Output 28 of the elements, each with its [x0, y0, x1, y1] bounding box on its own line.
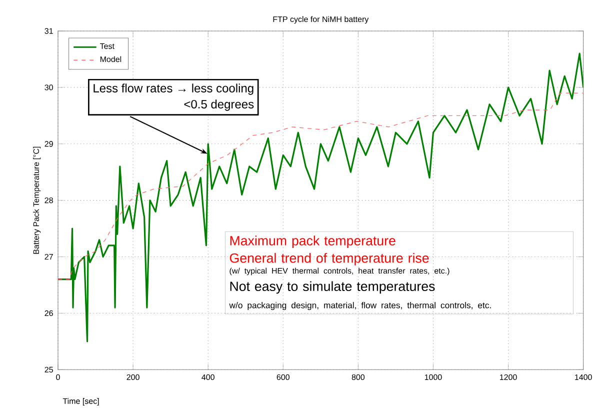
y-axis-title: Battery Pack Temperature [°C]: [33, 146, 41, 254]
y-tick-label: 30: [44, 84, 53, 90]
annotation: Less flow rates → less cooling: [94, 84, 254, 95]
y-tick-label: 27: [44, 254, 53, 260]
x-axis-title: Time [sec]: [62, 398, 99, 406]
x-tick-label: 1000: [424, 374, 442, 380]
annotation: <0.5 degrees: [184, 100, 254, 111]
line-series: [58, 52, 584, 342]
x-tick-label: 200: [126, 374, 140, 380]
y-tick-label: 25: [44, 366, 53, 373]
x-tick-label: 0: [56, 374, 60, 380]
legend-label: Test: [100, 43, 114, 49]
annotation: Not easy to simulate temperatures: [230, 281, 435, 294]
legend-label: Model: [100, 56, 122, 62]
y-tick-label: 29: [44, 141, 53, 147]
annotation: General trend of temperature rise: [230, 252, 429, 266]
annotation: w/o packaging design, material, flow rates, thermal controls, etc.: [229, 302, 491, 310]
annotation: (w/ typical HEV thermal controls, heat transfer rates, etc.): [230, 268, 450, 276]
x-tick-label: 1200: [500, 374, 517, 380]
x-tick-label: 400: [202, 374, 214, 380]
x-tick-label: 800: [352, 374, 365, 380]
annotation: Maximum pack temperature: [230, 236, 396, 248]
y-tick-label: 26: [44, 310, 53, 316]
y-tick-label: 31: [44, 28, 53, 34]
y-tick-label: 28: [44, 198, 53, 204]
x-tick-label: 600: [276, 374, 290, 380]
x-tick-label: 1400: [575, 374, 592, 380]
chart-title: FTP cycle for NiMH battery: [273, 16, 369, 24]
